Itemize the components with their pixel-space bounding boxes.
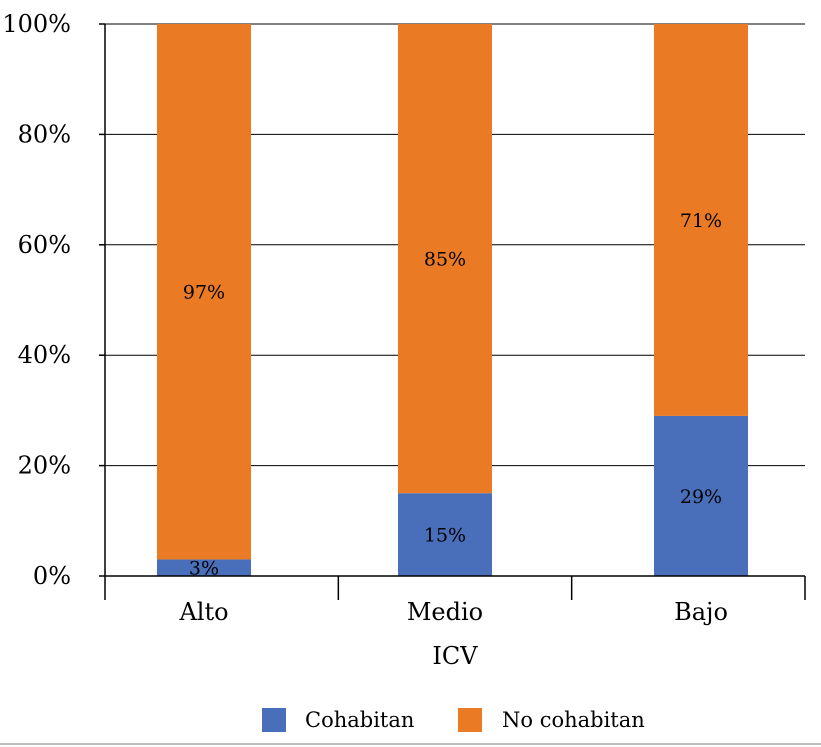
data-label: 97%	[183, 282, 225, 304]
y-tick-label: 100%	[2, 10, 71, 38]
y-tick-label: 60%	[18, 231, 71, 259]
legend-swatch	[458, 708, 482, 732]
legend: Cohabitan No cohabitan	[262, 708, 645, 732]
bar-segment-no-cohabitan	[654, 24, 748, 416]
data-label: 71%	[680, 210, 722, 232]
x-axis-title: ICV	[432, 642, 478, 670]
bar-segment-cohabitan	[398, 493, 492, 576]
x-category-label: Alto	[178, 598, 228, 626]
axes: 0% 20% 40% 60% 80% 100% Alto Medio Bajo	[2, 10, 806, 626]
data-label: 85%	[424, 249, 466, 271]
bar-segment-no-cohabitan	[157, 24, 251, 560]
bars	[157, 24, 748, 576]
bar-segment-cohabitan	[654, 415, 748, 576]
legend-label: Cohabitan	[305, 708, 414, 732]
y-tick-label: 40%	[18, 341, 71, 369]
legend-swatch	[262, 708, 286, 732]
data-label: 15%	[424, 525, 466, 547]
bar-segment-cohabitan	[157, 559, 251, 576]
legend-label: No cohabitan	[502, 708, 645, 732]
y-tick-label: 20%	[18, 452, 71, 480]
data-label: 29%	[680, 486, 722, 508]
y-tick-label: 80%	[18, 120, 71, 148]
data-label: 3%	[189, 558, 219, 580]
bar-segment-no-cohabitan	[398, 24, 492, 494]
data-labels: 3% 97% 15% 85% 29% 71%	[183, 210, 722, 580]
x-category-label: Bajo	[674, 598, 728, 626]
y-tick-label: 0%	[33, 562, 71, 590]
x-category-label: Medio	[407, 598, 483, 626]
